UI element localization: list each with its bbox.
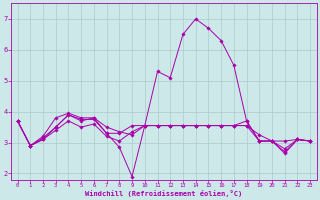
- X-axis label: Windchill (Refroidissement éolien,°C): Windchill (Refroidissement éolien,°C): [85, 190, 243, 197]
